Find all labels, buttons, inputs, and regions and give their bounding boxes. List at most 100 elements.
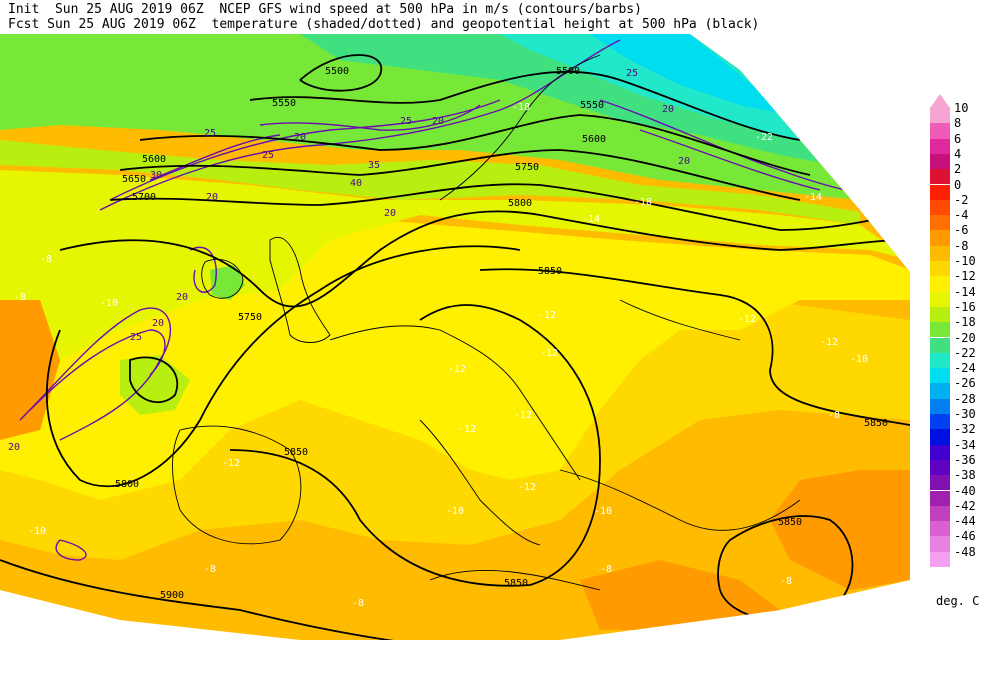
coastlines xyxy=(172,54,801,591)
height-label: 5900 xyxy=(160,590,184,601)
height-contour-5550 xyxy=(249,70,801,141)
height-contour-5800 xyxy=(45,245,521,488)
height-contour-5500 xyxy=(299,54,383,92)
wind-label: 25 xyxy=(626,68,638,79)
height-label: 5800 xyxy=(508,198,532,209)
colorbar-level: 4 xyxy=(930,147,1000,170)
colorbar-level: -44 xyxy=(930,514,1000,537)
colorbar-swatch xyxy=(930,276,950,292)
height-label: 5850 xyxy=(284,447,308,458)
colorbar-level: -14 xyxy=(930,285,1000,307)
height-label: 5850 xyxy=(538,266,562,277)
temp-label: -10 xyxy=(446,506,464,517)
temp-label: -10 xyxy=(100,298,118,309)
temp-label: -8 xyxy=(204,564,216,575)
colorbar-swatch xyxy=(930,215,950,231)
temp-label: -12 xyxy=(738,314,756,325)
colorbar-swatch xyxy=(930,153,950,170)
wind-label: 35 xyxy=(368,160,380,171)
colorbar-label: -48 xyxy=(954,544,976,559)
temp-labels: -18 -22 -18 -14 -14 -10 -12 -12 -12 -10 … xyxy=(14,102,868,609)
temp-label: -8 xyxy=(352,598,364,609)
temp-label: -8 xyxy=(14,292,26,303)
height-label: 5850 xyxy=(864,418,888,429)
colorbar-level: 6 xyxy=(930,132,1000,154)
wind-label: 25 xyxy=(204,128,216,139)
height-label: 5600 xyxy=(582,134,606,145)
height-contour-5700 xyxy=(109,183,901,231)
colorbar-swatch xyxy=(930,505,950,522)
colorbar-swatch xyxy=(930,199,950,216)
colorbar-label: -24 xyxy=(954,361,976,376)
height-contour-5800-inner xyxy=(129,356,178,404)
wind-label: 25 xyxy=(400,116,412,127)
colorbar-label: -30 xyxy=(954,407,976,421)
temp-label: -18 xyxy=(634,197,652,208)
height-label: 5650 xyxy=(122,174,146,185)
colorbar-level: -40 xyxy=(930,484,1000,506)
colorbar-level: -18 xyxy=(930,315,1000,338)
temp-pocket-ireland xyxy=(210,265,245,300)
height-contour-5650 xyxy=(119,149,801,201)
colorbar-swatch xyxy=(930,184,950,200)
colorbar-swatch xyxy=(930,108,950,124)
wind-label: 20 xyxy=(678,156,690,167)
colorbar-label: 2 xyxy=(954,162,962,177)
colorbar-swatch xyxy=(930,536,950,552)
colorbar-label: 8 xyxy=(954,116,962,131)
colorbar-label: -2 xyxy=(954,192,969,207)
colorbar-level: -30 xyxy=(930,407,1000,430)
colorbar-label: -28 xyxy=(954,391,976,406)
colorbar-level: -38 xyxy=(930,468,1000,491)
colorbar-label: -38 xyxy=(954,468,976,483)
height-contour-5600 xyxy=(139,114,811,176)
temp-label: -18 xyxy=(512,102,530,113)
colorbar-label: 4 xyxy=(954,146,962,161)
colorbar-level: -24 xyxy=(930,361,1000,384)
colorbar-swatch xyxy=(930,261,950,277)
wind-label: 25 xyxy=(130,332,142,343)
colorbar-swatch xyxy=(930,459,950,476)
temp-band-minus18 xyxy=(0,34,860,200)
colorbar-swatch xyxy=(930,169,950,185)
colorbar-swatch xyxy=(930,521,950,537)
colorbar-swatch xyxy=(930,475,950,491)
temp-band-minus16 xyxy=(0,140,860,225)
wind-label: 20 xyxy=(206,192,218,203)
temp-band-minus24 xyxy=(590,34,790,115)
temp-label: -10 xyxy=(850,354,868,365)
colorbar-level: -42 xyxy=(930,499,1000,522)
colorbar-swatch xyxy=(930,551,950,567)
colorbar-swatch xyxy=(930,337,950,353)
wind-label: 30 xyxy=(150,170,162,181)
height-label: 5750 xyxy=(238,312,262,323)
temp-pocket-minus6-w xyxy=(0,300,60,440)
colorbar-label: -36 xyxy=(954,452,976,467)
colorbar-label: -16 xyxy=(954,299,976,314)
temp-label: -8 xyxy=(600,564,612,575)
colorbar: 10 8 6 4 2 0 -2 -4 -6 -8 -10 -12 -14 -16 -18 -20 -22 -24-… xyxy=(930,94,990,584)
colorbar-swatch xyxy=(930,383,950,399)
temp-label: -12 xyxy=(820,337,838,348)
colorbar-label: -26 xyxy=(954,376,976,391)
colorbar-swatch xyxy=(930,245,950,261)
colorbar-swatch xyxy=(930,352,950,369)
height-label: 5850 xyxy=(778,517,802,528)
height-contours xyxy=(0,54,910,640)
height-label: 5750 xyxy=(515,162,539,173)
temp-label: -12 xyxy=(448,364,466,375)
colorbar-swatch xyxy=(930,490,950,506)
temp-label: -12 xyxy=(458,424,476,435)
wind-label: 40 xyxy=(350,178,362,189)
wind-label: 20 xyxy=(662,104,674,115)
colorbar-level: 8 xyxy=(930,116,1000,139)
colorbar-level: -10 xyxy=(930,254,1000,277)
temp-pocket-minus6-s xyxy=(580,560,780,630)
colorbar-swatch xyxy=(930,306,950,323)
header-line-1: Init Sun 25 AUG 2019 06Z NCEP GFS wind s… xyxy=(8,2,642,17)
colorbar-level: -46 xyxy=(930,529,1000,552)
colorbar-swatch xyxy=(930,322,950,338)
temp-band-minus22 xyxy=(500,34,860,150)
colorbar-swatch xyxy=(930,414,950,430)
